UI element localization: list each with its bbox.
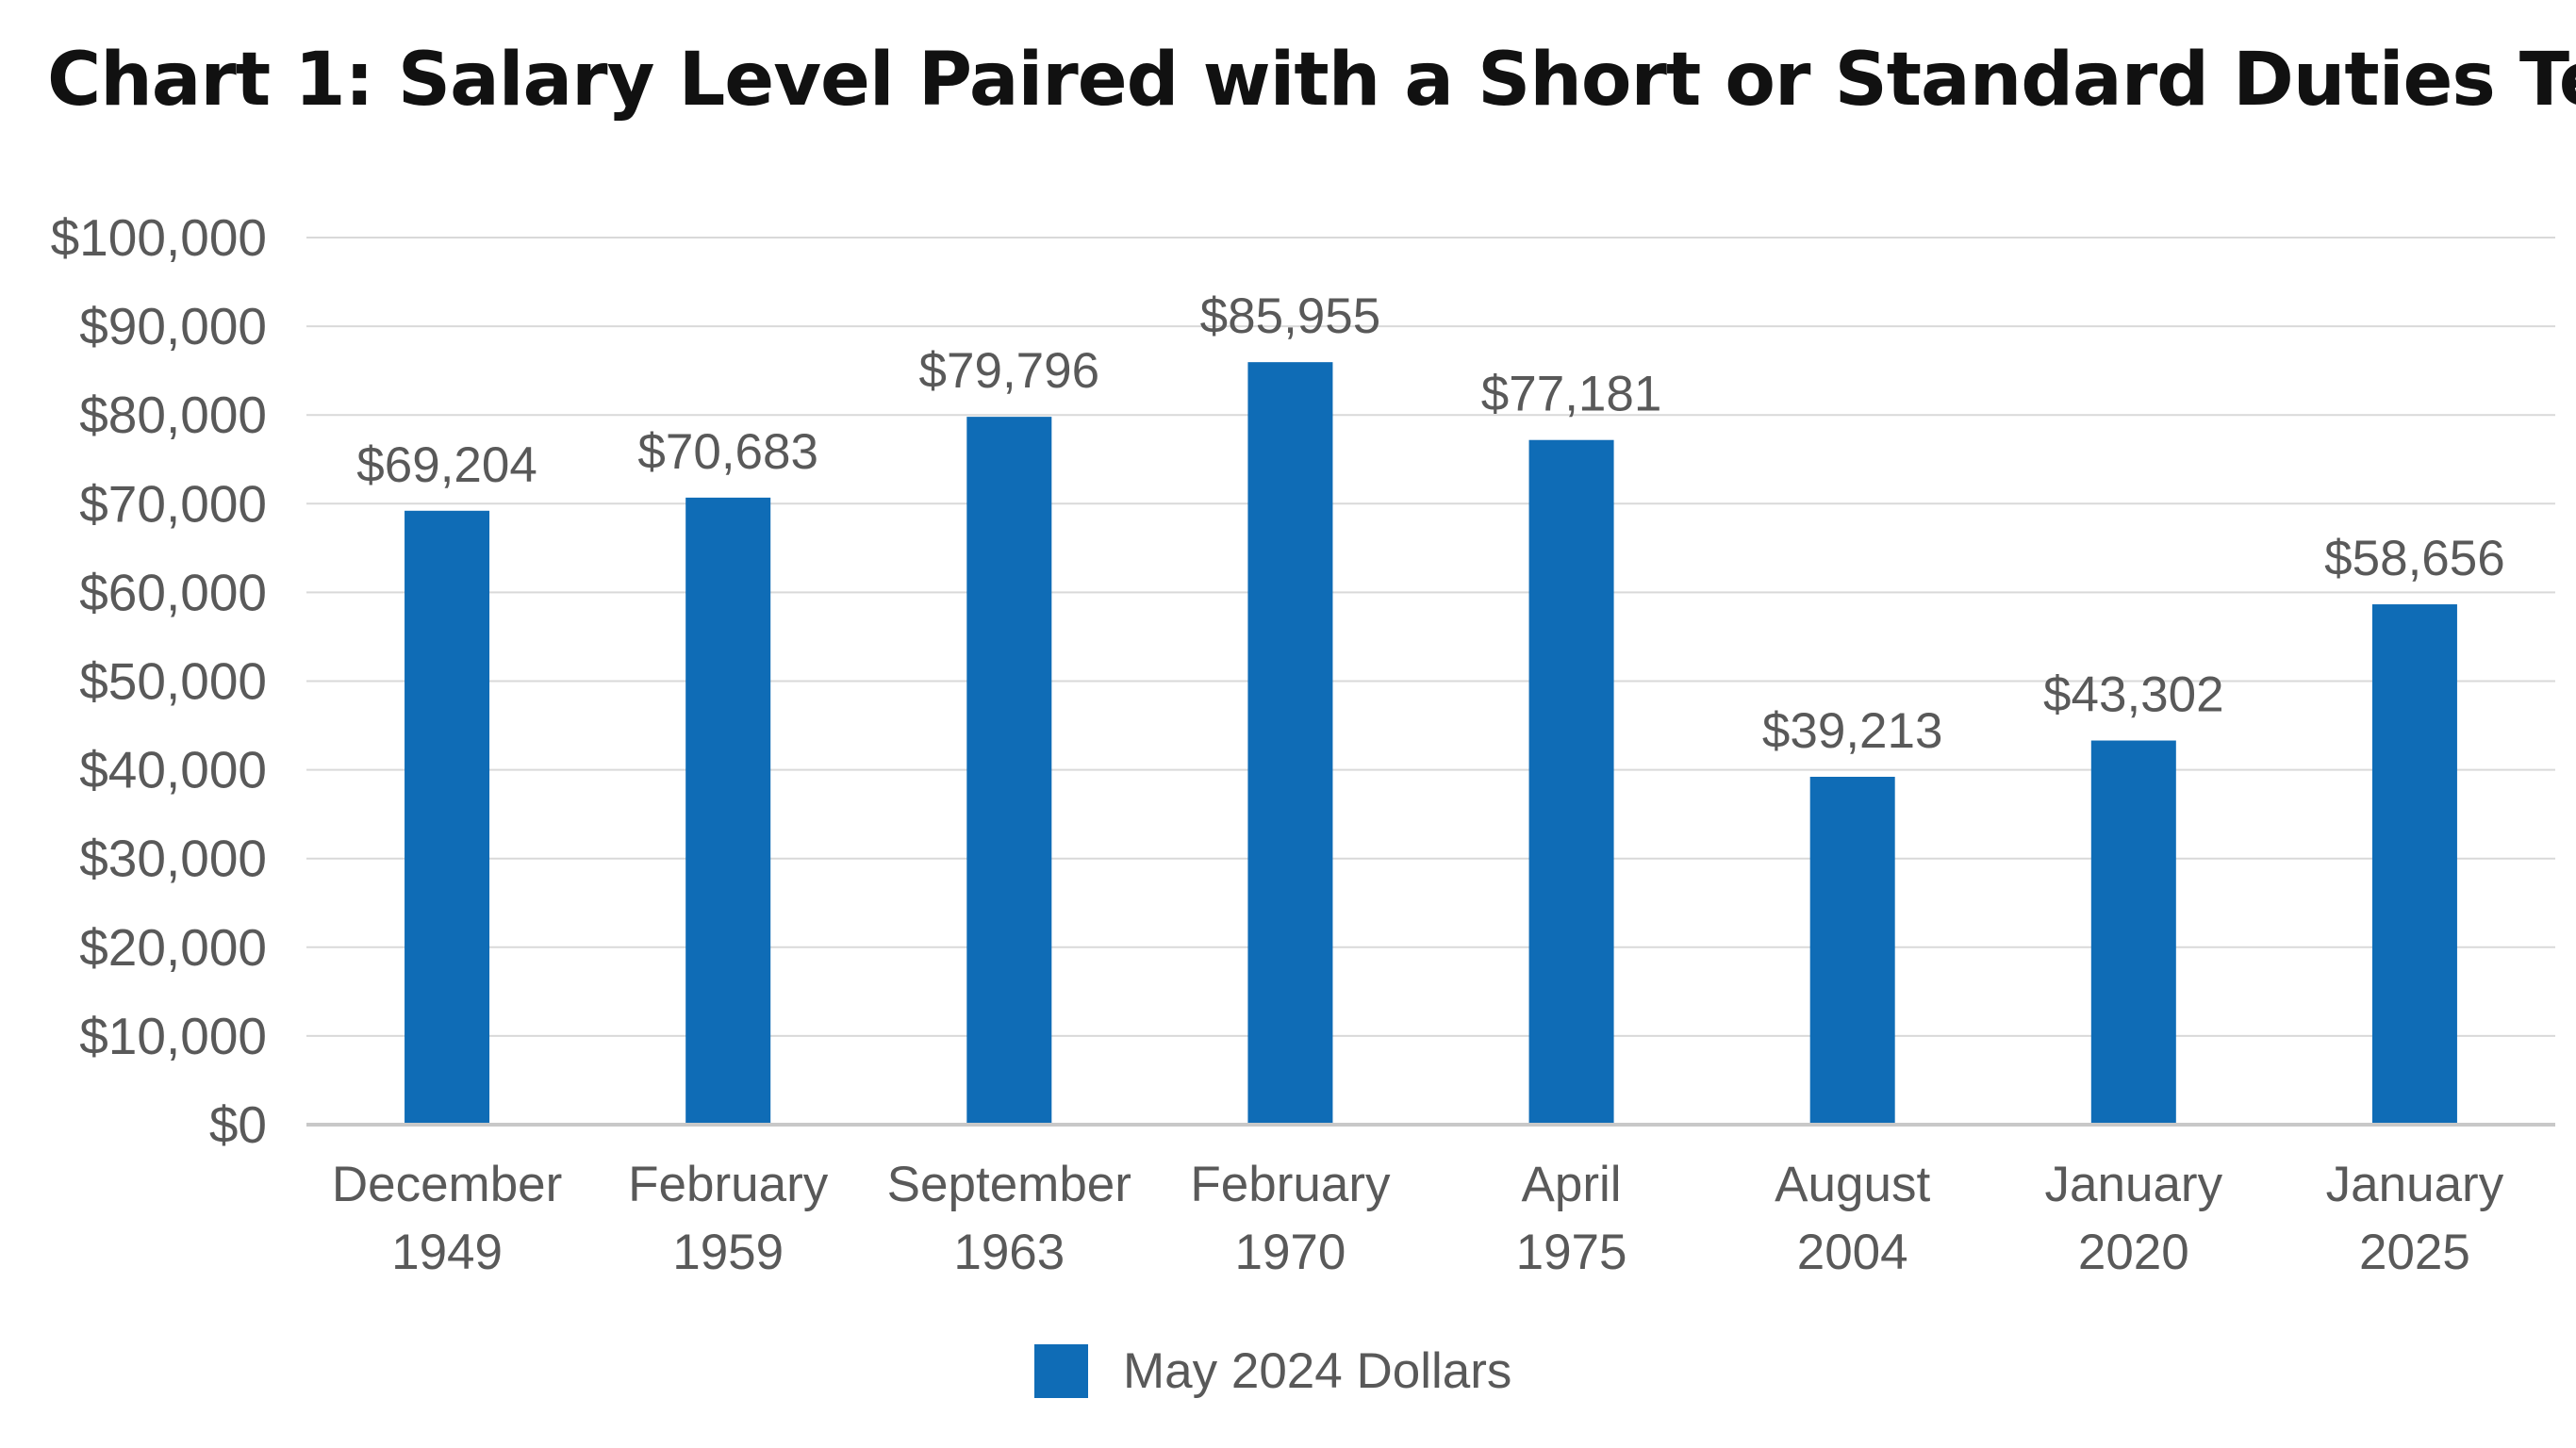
bar [2090,740,2176,1125]
legend: May 2024 Dollars [1034,1343,1511,1399]
bar [685,497,771,1125]
category-label: 2004 [1797,1225,1908,1280]
bar [1247,362,1333,1125]
category-label: April [1522,1157,1622,1212]
category-label: 1959 [672,1225,784,1280]
y-tick-label: $50,000 [79,652,267,711]
y-tick-label: $0 [209,1095,267,1154]
data-label: $69,204 [356,437,537,493]
category-label: February [1190,1157,1391,1212]
category-label: February [628,1157,829,1212]
y-tick-label: $30,000 [79,830,267,888]
category-label: 2020 [2078,1225,2189,1280]
data-label: $39,213 [1762,703,1943,759]
category-label: 1975 [1516,1225,1627,1280]
data-label: $77,181 [1481,367,1662,422]
data-label: $79,796 [919,343,1100,399]
data-label: $85,955 [1200,288,1381,344]
category-label: 1963 [953,1225,1065,1280]
legend-label: May 2024 Dollars [1123,1343,1511,1399]
bars: $69,204 $70,683 $79,796 $85,955 $77,181 $39,2… [356,288,2505,1125]
y-tick-label: $60,000 [79,563,267,621]
category-label: 2025 [2359,1225,2470,1280]
data-label: $58,656 [2324,531,2505,586]
bar [966,417,1052,1125]
bar [1528,439,1614,1125]
y-tick-label: $40,000 [79,741,267,799]
y-tick-label: $80,000 [79,386,267,444]
y-axis: $0 $10,000 $20,000 $30,000 $40,000 $50,000 $60… [51,208,267,1154]
chart-title: Chart 1: Salary Level Paired with a Shor… [47,38,2576,123]
category-label: January [2326,1157,2504,1212]
category-label: December [332,1157,562,1212]
y-tick-label: $90,000 [79,297,267,355]
data-label: $43,302 [2043,667,2224,723]
bar [2371,604,2457,1125]
bar [1809,777,1895,1125]
category-label: 1949 [391,1225,503,1280]
bar [405,510,490,1125]
category-label: 1970 [1234,1225,1346,1280]
data-label: $70,683 [637,424,818,480]
y-tick-label: $10,000 [79,1007,267,1065]
category-label: January [2045,1157,2223,1212]
category-label: August [1775,1157,1930,1212]
x-axis-labels: December 1949 February 1959 September 1963 Feb… [332,1157,2504,1280]
legend-swatch [1034,1344,1088,1398]
y-tick-label: $20,000 [79,918,267,977]
y-tick-label: $100,000 [51,208,267,267]
gridlines [306,237,2555,1037]
y-tick-label: $70,000 [79,474,267,533]
category-label: September [887,1157,1131,1212]
